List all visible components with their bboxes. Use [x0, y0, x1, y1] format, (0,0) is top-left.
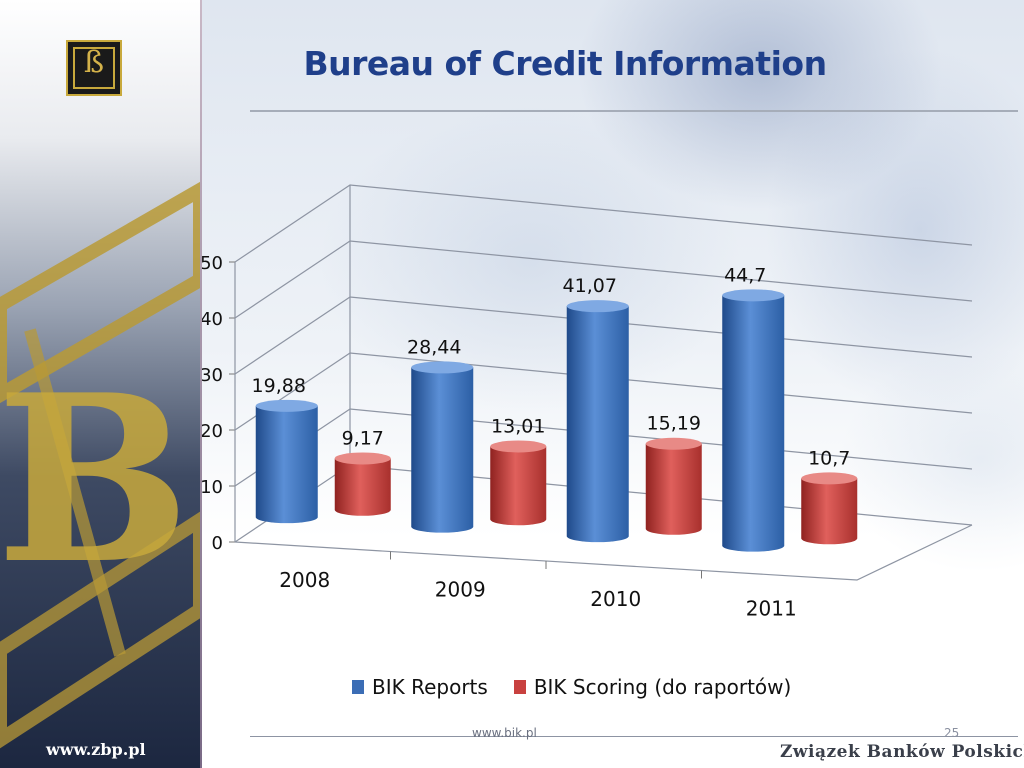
- y-tick-label: 10: [202, 477, 223, 498]
- footer-rule: [250, 736, 1018, 737]
- footer-url: www.bik.pl: [472, 726, 537, 740]
- bar-scoring: [490, 440, 547, 526]
- gridline: [234, 184, 973, 263]
- y-tick-label: 30: [202, 365, 223, 386]
- logo-glyph: ß: [83, 45, 105, 80]
- floor-edge: [234, 524, 973, 581]
- left-decorative-strip: B ß www.zbp.pl: [0, 0, 200, 768]
- data-label-scoring: 9,17: [342, 427, 384, 449]
- organization-name: Związek Banków Polskich: [780, 742, 1024, 762]
- data-label-scoring: 10,7: [808, 447, 850, 469]
- legend-item-scoring: BIK Scoring (do raportów): [513, 675, 792, 699]
- bar-reports: [255, 399, 318, 524]
- bar-scoring: [334, 452, 391, 516]
- zbp-website-text: www.zbp.pl: [46, 740, 146, 759]
- y-tick-label: 50: [202, 253, 223, 274]
- bar-reports: [411, 361, 474, 533]
- bik-logo: ß: [66, 40, 122, 96]
- title-rule: [250, 110, 1018, 112]
- legend-label-reports: BIK Reports: [372, 675, 488, 699]
- bar-scoring: [645, 437, 702, 535]
- gridline: [234, 240, 973, 319]
- bar-chart: 0 10 20 30 40 50 2008 2009 2010 2011 19,88 28,44 4…: [202, 184, 973, 620]
- x-tick-label: 2009: [435, 577, 486, 601]
- y-tick-label: 40: [202, 309, 223, 330]
- svg-text:B: B: [0, 345, 190, 615]
- data-label-reports: 44,7: [724, 264, 766, 286]
- y-tick-label: 20: [202, 421, 223, 442]
- x-axis: 2008 2009 2010 2011: [234, 524, 973, 620]
- legend-swatch-scoring: [513, 680, 526, 694]
- data-label-reports: 28,44: [407, 336, 461, 358]
- data-label-scoring: 15,19: [647, 413, 701, 435]
- y-tick-label: 0: [212, 533, 223, 554]
- x-tick-label: 2008: [279, 568, 330, 592]
- legend-swatch-reports: [352, 680, 364, 694]
- bar-reports: [566, 300, 629, 543]
- left-divider: [200, 0, 202, 768]
- x-tick-label: 2010: [590, 587, 641, 611]
- legend-label-scoring: BIK Scoring (do raportów): [533, 675, 792, 699]
- legend-item-reports: BIK Reports: [352, 675, 488, 699]
- data-label-reports: 41,07: [563, 275, 617, 297]
- bar-scoring: [801, 472, 858, 545]
- logo-frame: [73, 47, 115, 89]
- page-number: 25: [944, 726, 960, 740]
- large-logo-graphic: B: [0, 181, 200, 749]
- bar-reports: [722, 289, 785, 552]
- bars: [255, 289, 858, 552]
- data-label-reports: 19,88: [252, 375, 306, 397]
- y-axis: 0 10 20 30 40 50: [202, 253, 236, 554]
- data-labels: 19,88 28,44 41,07 44,7 9,17 13,01 15,19 10,7: [252, 264, 851, 469]
- slide-title: Bureau of Credit Information: [303, 44, 827, 83]
- chart-legend: BIK Reports BIK Scoring (do raportów): [352, 672, 817, 702]
- x-tick-label: 2011: [746, 596, 797, 620]
- data-label-scoring: 13,01: [491, 415, 545, 437]
